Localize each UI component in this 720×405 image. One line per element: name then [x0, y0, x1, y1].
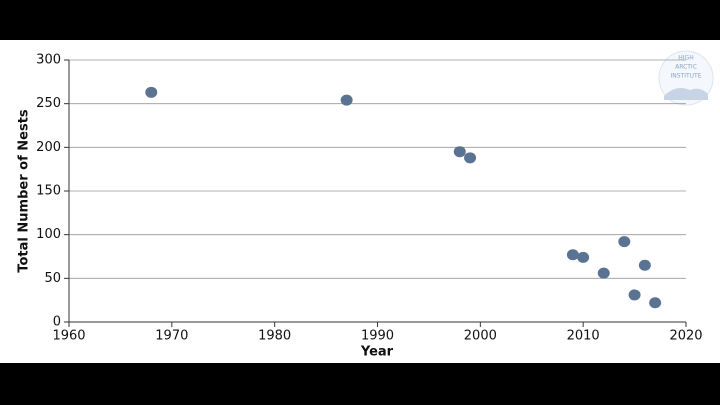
- x-tick-label: 1960: [52, 329, 85, 344]
- y-tick-label: 150: [36, 184, 61, 199]
- y-tick-label: 200: [36, 140, 61, 155]
- point: [649, 297, 662, 309]
- y-tick-label: 300: [36, 53, 61, 68]
- point: [464, 152, 477, 164]
- x-tick-label: 1990: [361, 329, 394, 344]
- y-tick-label: 50: [44, 271, 61, 286]
- x-tick-label: 2020: [669, 329, 702, 344]
- point: [145, 86, 158, 98]
- x-axis-label: Year: [360, 345, 394, 360]
- y-tick-label: 0: [53, 315, 61, 330]
- point: [597, 267, 610, 279]
- y-tick-label: 100: [36, 227, 61, 242]
- point: [340, 94, 353, 106]
- x-tick-label: 1970: [155, 329, 188, 344]
- point: [566, 249, 579, 261]
- logo-text: HIGH: [678, 55, 693, 62]
- point: [618, 236, 631, 248]
- x-tick-label: 1980: [258, 329, 291, 344]
- point: [453, 146, 466, 158]
- point: [628, 289, 641, 301]
- x-tick-label: 2000: [464, 329, 497, 344]
- logo-text: ARCTIC: [675, 64, 697, 71]
- y-tick-label: 250: [36, 96, 61, 111]
- logo-art: [664, 88, 708, 100]
- chart-background: [0, 40, 720, 363]
- point: [577, 251, 590, 263]
- x-tick-label: 2010: [567, 329, 600, 344]
- logo-text: INSTITUTE: [670, 73, 701, 80]
- point: [638, 259, 651, 271]
- y-axis-label: Total Number of Nests: [17, 109, 32, 273]
